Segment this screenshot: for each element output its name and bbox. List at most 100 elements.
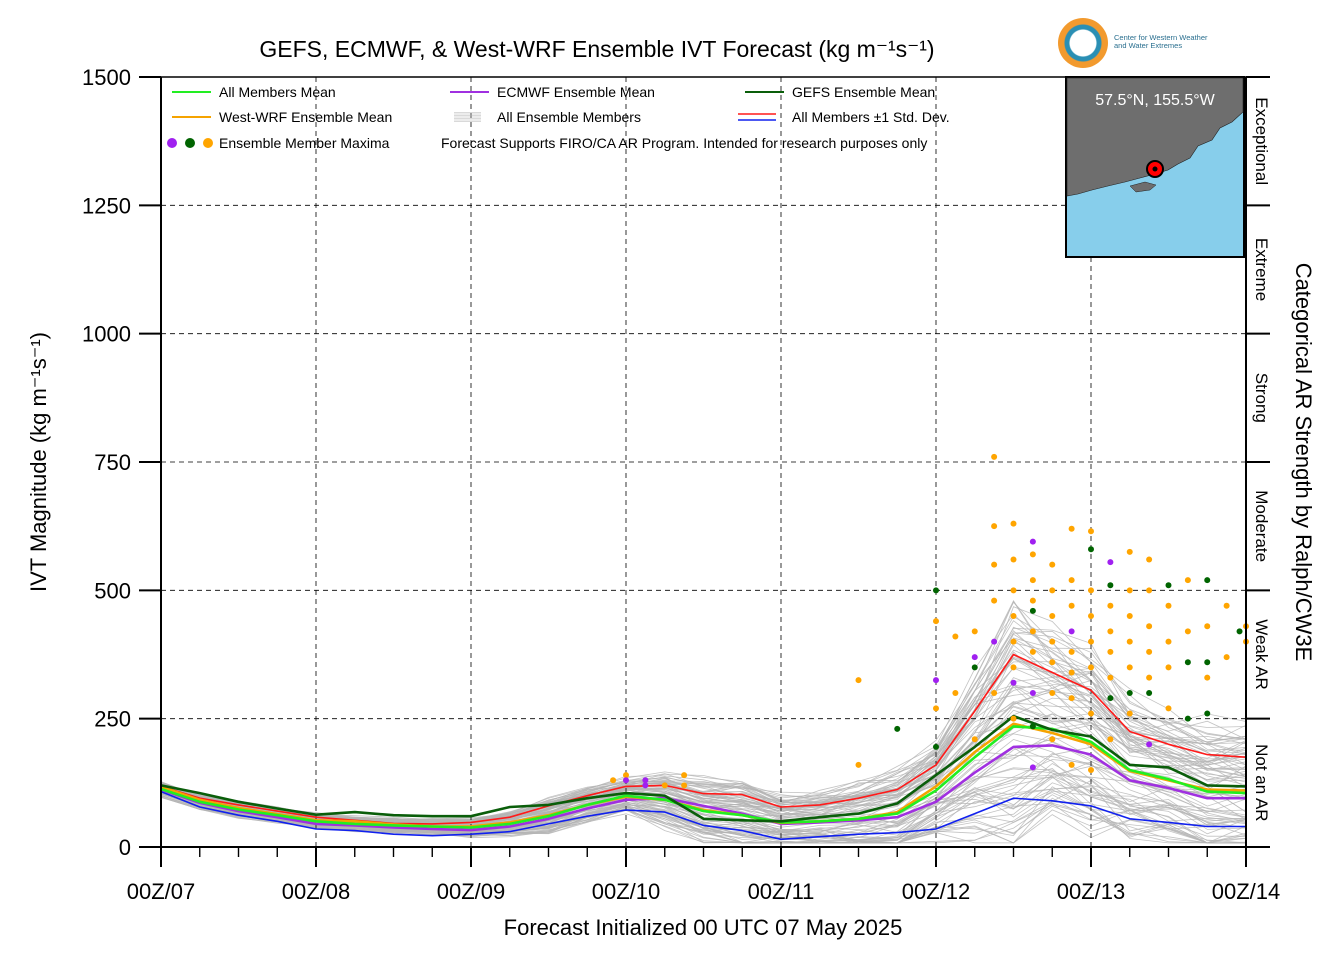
maxima-point xyxy=(1184,628,1191,635)
maxima-point xyxy=(1165,705,1172,712)
maxima-point xyxy=(1146,674,1153,681)
x-tick-label: 00Z/13 xyxy=(1057,879,1126,904)
maxima-point xyxy=(1107,736,1114,743)
maxima-point xyxy=(933,618,939,625)
chart-title: GEFS, ECMWF, & West-WRF Ensemble IVT For… xyxy=(259,36,934,62)
maxima-point xyxy=(1223,602,1230,609)
inset-land xyxy=(1066,77,1244,197)
maxima-point xyxy=(991,690,998,696)
maxima-point xyxy=(610,777,617,784)
maxima-point xyxy=(971,628,978,635)
maxima-point xyxy=(1029,628,1036,635)
maxima-point xyxy=(1029,690,1036,696)
maxima-point xyxy=(681,772,688,779)
maxima-point xyxy=(1068,602,1075,609)
series-line-ecmwf-mean xyxy=(160,744,1246,832)
ensemble-member-line xyxy=(160,661,1247,824)
maxima-point xyxy=(1049,690,1056,696)
maxima-point xyxy=(1049,659,1056,666)
maxima-point xyxy=(1049,736,1056,743)
maxima-point xyxy=(855,761,862,768)
maxima-point xyxy=(1010,664,1017,671)
x-axis-label: Forecast Initialized 00 UTC 07 May 2025 xyxy=(504,915,903,940)
maxima-point xyxy=(1088,710,1094,717)
category-label: Exceptional xyxy=(1252,97,1271,185)
maxima-point xyxy=(1049,638,1056,645)
maxima-point xyxy=(971,654,978,661)
maxima-point xyxy=(1146,587,1153,594)
legend: All Members Mean ECMWF Ensemble Mean GEFS … xyxy=(167,84,950,151)
maxima-point xyxy=(1184,715,1191,722)
maxima-point xyxy=(1068,761,1075,768)
x-tick-label: 00Z/09 xyxy=(437,879,506,904)
category-label: Not an AR xyxy=(1252,744,1271,822)
maxima-point xyxy=(971,736,978,743)
right-axis-label: Categorical AR Strength by Ralph/CW3E xyxy=(1291,263,1316,662)
x-tick-label: 00Z/14 xyxy=(1212,879,1281,904)
maxima-point xyxy=(1049,587,1056,594)
maxima-point xyxy=(1184,659,1191,666)
mean-series xyxy=(160,653,1247,841)
maxima-point xyxy=(971,664,978,671)
maxima-point xyxy=(1107,582,1114,589)
maxima-point xyxy=(1165,664,1172,671)
ensemble-maxima xyxy=(610,453,1249,789)
location-marker-center xyxy=(1152,166,1158,172)
maxima-point xyxy=(1107,628,1114,635)
maxima-point xyxy=(1204,659,1211,666)
maxima-point xyxy=(1010,587,1017,594)
maxima-point xyxy=(1146,556,1153,563)
maxima-point xyxy=(1029,551,1036,558)
y-tick-label: 250 xyxy=(94,707,131,732)
maxima-point xyxy=(991,638,998,645)
category-label: Extreme xyxy=(1252,238,1271,301)
maxima-point xyxy=(1068,648,1075,655)
water-drop-icon xyxy=(1058,18,1108,68)
maxima-point xyxy=(1029,607,1036,614)
x-tick-label: 00Z/10 xyxy=(592,879,661,904)
maxima-point xyxy=(933,587,939,594)
maxima-point xyxy=(1165,582,1172,589)
legend-label: All Members ±1 Std. Dev. xyxy=(792,109,950,125)
maxima-point xyxy=(1029,577,1036,584)
maxima-point xyxy=(1068,628,1075,635)
axes: 0 250 500 750 1000 1250 1500 00Z/07 00Z/08 00Z/09… xyxy=(82,65,1280,904)
maxima-point xyxy=(642,777,649,784)
series-line-std-minus xyxy=(160,790,1246,841)
maxima-point xyxy=(1010,715,1017,722)
maxima-point xyxy=(1088,767,1094,773)
category-label: Moderate xyxy=(1252,490,1271,562)
x-tick-label: 00Z/12 xyxy=(902,879,971,904)
maxima-point xyxy=(1223,654,1230,661)
maxima-point xyxy=(681,782,688,789)
footer-note: Forecast Supports FIRO/CA AR Program. In… xyxy=(441,135,927,151)
maxima-point xyxy=(1146,741,1153,748)
maxima-point xyxy=(1029,723,1036,730)
x-tick-label: 00Z/07 xyxy=(127,879,196,904)
inset-label: 57.5°N, 155.5°W xyxy=(1095,92,1215,109)
y-tick-label: 1250 xyxy=(82,193,131,218)
maxima-point xyxy=(1236,628,1243,635)
legend-label: All Members Mean xyxy=(219,84,336,100)
maxima-point xyxy=(952,690,959,696)
series-line-std-plus xyxy=(160,653,1247,825)
maxima-point xyxy=(642,782,649,789)
maxima-point xyxy=(1126,613,1133,619)
y-axis-label: IVT Magnitude (kg m⁻¹s⁻¹) xyxy=(26,332,51,592)
maxima-point xyxy=(1165,638,1172,645)
maxima-point xyxy=(991,597,998,604)
legend-label: Ensemble Member Maxima xyxy=(219,135,390,151)
maxima-point xyxy=(1146,690,1153,696)
maxima-point xyxy=(952,633,959,640)
category-label: Strong xyxy=(1252,373,1271,423)
maxima-point xyxy=(933,677,939,684)
cw3e-logo: Center for Western Weather and Water Ext… xyxy=(1056,14,1246,74)
maxima-point xyxy=(1088,528,1094,535)
maxima-point xyxy=(1107,648,1114,655)
maxima-point xyxy=(1068,525,1075,532)
ensemble-member-line xyxy=(160,794,1246,844)
maxima-point xyxy=(1204,674,1211,681)
maxima-point xyxy=(1126,664,1133,671)
maxima-point xyxy=(1126,548,1133,555)
